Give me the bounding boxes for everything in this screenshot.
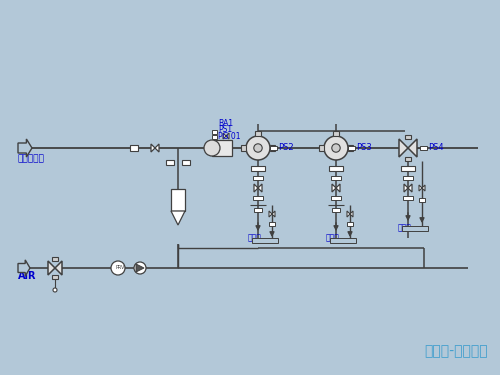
Text: PS2: PS2 bbox=[278, 143, 293, 152]
Polygon shape bbox=[269, 211, 275, 217]
Circle shape bbox=[134, 262, 146, 274]
Bar bbox=[253, 196, 263, 200]
Bar bbox=[212, 140, 232, 156]
Bar bbox=[212, 135, 217, 139]
Polygon shape bbox=[171, 211, 185, 225]
Polygon shape bbox=[18, 260, 30, 276]
Circle shape bbox=[246, 136, 270, 160]
Bar bbox=[405, 157, 411, 161]
Circle shape bbox=[53, 288, 57, 292]
Bar bbox=[166, 160, 174, 165]
Text: BA1: BA1 bbox=[218, 119, 233, 128]
Polygon shape bbox=[223, 133, 229, 139]
Bar bbox=[254, 208, 262, 212]
Bar bbox=[347, 222, 353, 226]
Bar bbox=[212, 130, 217, 134]
Bar bbox=[331, 176, 341, 180]
Bar bbox=[403, 196, 413, 200]
Bar bbox=[403, 176, 413, 180]
Text: PS4: PS4 bbox=[428, 143, 444, 152]
Text: PG 01: PG 01 bbox=[218, 132, 240, 141]
Polygon shape bbox=[332, 184, 340, 192]
Bar bbox=[319, 145, 324, 151]
Polygon shape bbox=[136, 264, 144, 272]
Circle shape bbox=[111, 261, 125, 275]
Text: 灌装机: 灌装机 bbox=[398, 223, 412, 232]
Polygon shape bbox=[399, 139, 417, 157]
Bar bbox=[269, 222, 275, 226]
Bar bbox=[420, 146, 427, 150]
Circle shape bbox=[324, 136, 348, 160]
Text: 灌装机: 灌装机 bbox=[248, 233, 262, 242]
Bar bbox=[52, 257, 58, 261]
Bar bbox=[130, 145, 138, 151]
Bar bbox=[52, 275, 58, 279]
Bar bbox=[348, 146, 355, 150]
Bar bbox=[270, 146, 277, 150]
Text: 灌装机: 灌装机 bbox=[326, 233, 340, 242]
Bar bbox=[182, 160, 190, 165]
Bar bbox=[331, 196, 341, 200]
Bar bbox=[330, 238, 356, 243]
Bar bbox=[241, 145, 246, 151]
Bar bbox=[255, 131, 261, 136]
Bar bbox=[251, 166, 265, 171]
Polygon shape bbox=[254, 184, 262, 192]
Bar bbox=[270, 145, 275, 151]
Polygon shape bbox=[404, 184, 412, 192]
Bar bbox=[401, 166, 415, 171]
Bar bbox=[253, 176, 263, 180]
Polygon shape bbox=[48, 261, 62, 275]
Text: AIR: AIR bbox=[18, 271, 36, 281]
Polygon shape bbox=[419, 185, 425, 191]
Bar bbox=[402, 226, 428, 231]
Bar bbox=[329, 166, 343, 171]
Circle shape bbox=[254, 144, 262, 152]
Text: PRV: PRV bbox=[115, 265, 124, 270]
Bar bbox=[333, 131, 339, 136]
Circle shape bbox=[332, 144, 340, 152]
Bar bbox=[171, 189, 185, 211]
Bar bbox=[419, 198, 425, 202]
Polygon shape bbox=[18, 139, 32, 157]
Circle shape bbox=[204, 140, 220, 156]
Polygon shape bbox=[347, 211, 353, 217]
Text: PS3: PS3 bbox=[356, 143, 372, 152]
Text: 原产品管道: 原产品管道 bbox=[18, 154, 45, 163]
Bar bbox=[405, 135, 411, 139]
Text: 瀏海峰-清管系统: 瀏海峰-清管系统 bbox=[424, 344, 488, 358]
Text: PS1: PS1 bbox=[218, 125, 232, 134]
Bar bbox=[348, 145, 353, 151]
Bar bbox=[332, 208, 340, 212]
Bar bbox=[252, 238, 278, 243]
Polygon shape bbox=[151, 144, 159, 152]
